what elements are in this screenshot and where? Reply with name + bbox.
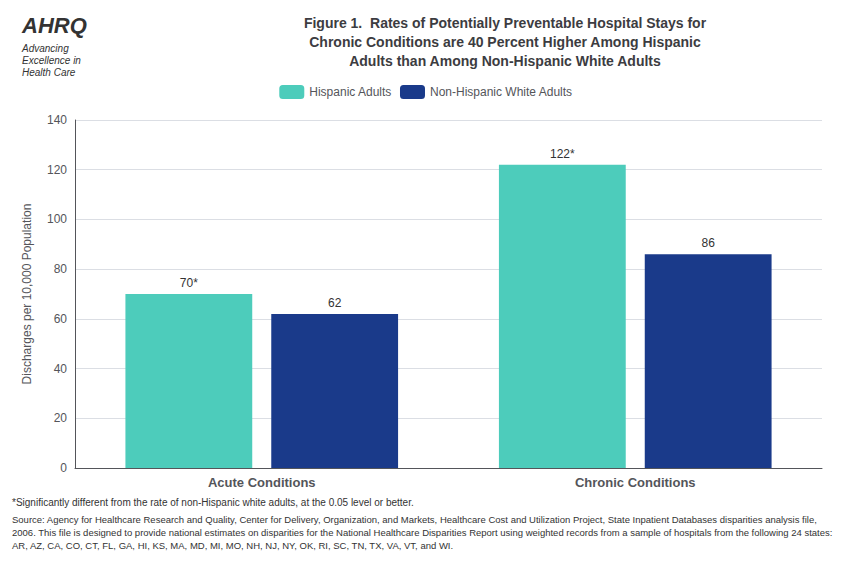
svg-text:Health Care: Health Care bbox=[22, 67, 76, 78]
svg-text:Source: Agency for Healthcare: Source: Agency for Healthcare Research a… bbox=[12, 514, 820, 525]
svg-text:Chronic Conditions are 40 Perc: Chronic Conditions are 40 Percent Higher… bbox=[309, 34, 701, 50]
svg-text:120: 120 bbox=[47, 163, 67, 177]
svg-text:Excellence in: Excellence in bbox=[22, 55, 81, 66]
svg-text:60: 60 bbox=[54, 312, 68, 326]
svg-text:2006. This file is designed to: 2006. This file is designed to provide n… bbox=[12, 527, 835, 538]
svg-text:0: 0 bbox=[60, 461, 67, 475]
svg-text:Chronic Conditions: Chronic Conditions bbox=[575, 475, 696, 490]
svg-text:*Significantly different from: *Significantly different from the rate o… bbox=[12, 497, 414, 508]
svg-text:AR, AZ, CA, CO, CT, FL, GA, HI: AR, AZ, CA, CO, CT, FL, GA, HI, KS, MA, … bbox=[12, 540, 453, 551]
svg-text:Hispanic Adults: Hispanic Adults bbox=[309, 85, 391, 99]
svg-text:40: 40 bbox=[54, 362, 68, 376]
svg-text:86: 86 bbox=[701, 236, 715, 250]
svg-text:100: 100 bbox=[47, 212, 67, 226]
svg-text:Figure 1. Rates of Potentiall: Figure 1. Rates of Potentially Preventab… bbox=[304, 15, 707, 31]
svg-text:Acute Conditions: Acute Conditions bbox=[208, 475, 316, 490]
svg-text:20: 20 bbox=[54, 411, 68, 425]
svg-text:AHRQ: AHRQ bbox=[21, 13, 87, 38]
svg-text:70*: 70* bbox=[180, 276, 198, 290]
svg-text:Discharges per 10,000 Populati: Discharges per 10,000 Population bbox=[20, 204, 34, 385]
svg-text:Advancing: Advancing bbox=[21, 43, 69, 54]
svg-text:62: 62 bbox=[328, 296, 342, 310]
svg-text:140: 140 bbox=[47, 113, 67, 127]
svg-text:Adults than Among Non-Hispanic: Adults than Among Non-Hispanic White Adu… bbox=[349, 53, 661, 69]
svg-text:122*: 122* bbox=[550, 147, 575, 161]
svg-text:80: 80 bbox=[54, 262, 68, 276]
svg-text:Non-Hispanic White Adults: Non-Hispanic White Adults bbox=[430, 85, 572, 99]
